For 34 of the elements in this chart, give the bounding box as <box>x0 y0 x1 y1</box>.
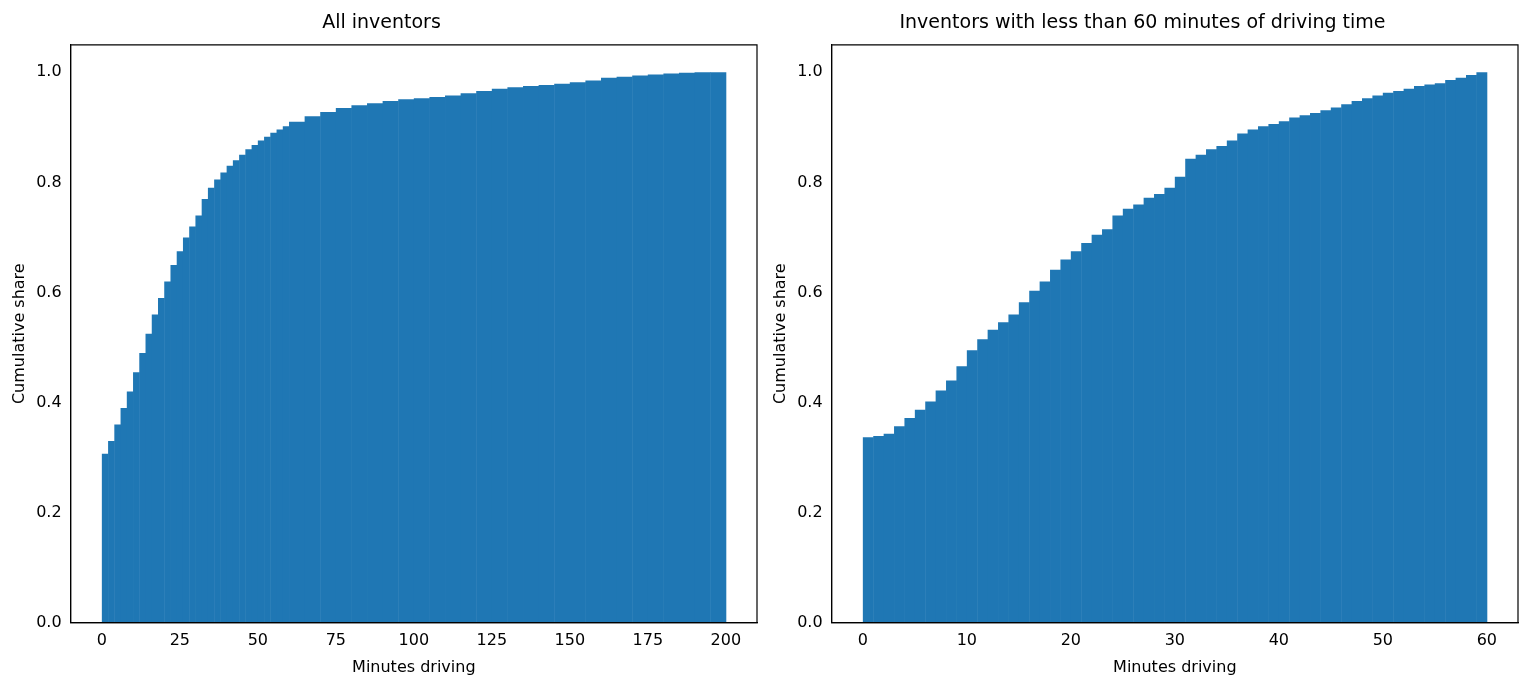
x-tick-label: 20 <box>1060 630 1082 650</box>
x-tick-label: 10 <box>956 630 978 650</box>
y-tick-label: 0.2 <box>797 501 823 521</box>
y-axis-title: Cumulative share <box>769 263 789 405</box>
x-tick-label: 60 <box>1476 630 1497 650</box>
y-tick-label: 0.6 <box>36 281 62 301</box>
y-tick-label: 0.8 <box>797 171 823 191</box>
x-tick-label: 125 <box>476 630 508 650</box>
y-tick-label: 1.0 <box>36 61 62 81</box>
x-tick-label: 30 <box>1164 630 1185 650</box>
x-tick-label: 40 <box>1268 630 1289 650</box>
y-tick-label: 0.0 <box>797 611 823 631</box>
y-tick-label: 0.0 <box>36 611 62 631</box>
chart-title: Inventors with less than 60 minutes of driving time <box>899 10 1386 33</box>
x-axis-title: Minutes driving <box>1113 656 1237 676</box>
x-tick-label: 175 <box>632 630 664 650</box>
x-tick-label: 0 <box>96 630 107 650</box>
x-tick-label: 75 <box>325 630 347 650</box>
y-tick-label: 0.4 <box>36 391 62 411</box>
x-tick-label: 50 <box>247 630 269 650</box>
x-axis-title: Minutes driving <box>352 656 476 676</box>
y-tick-label: 1.0 <box>797 61 823 81</box>
y-tick-label: 0.8 <box>36 171 62 191</box>
y-tick-label: 0.4 <box>797 391 823 411</box>
x-tick-label: 50 <box>1372 630 1393 650</box>
x-tick-label: 25 <box>169 630 191 650</box>
y-axis-title: Cumulative share <box>8 263 28 405</box>
y-tick-label: 0.2 <box>36 501 62 521</box>
y-tick-label: 0.6 <box>797 281 823 301</box>
x-tick-label: 200 <box>710 630 742 650</box>
x-tick-label: 150 <box>554 630 586 650</box>
x-tick-label: 100 <box>398 630 430 650</box>
x-tick-label: 0 <box>857 630 868 650</box>
chart-title: All inventors <box>322 10 441 33</box>
